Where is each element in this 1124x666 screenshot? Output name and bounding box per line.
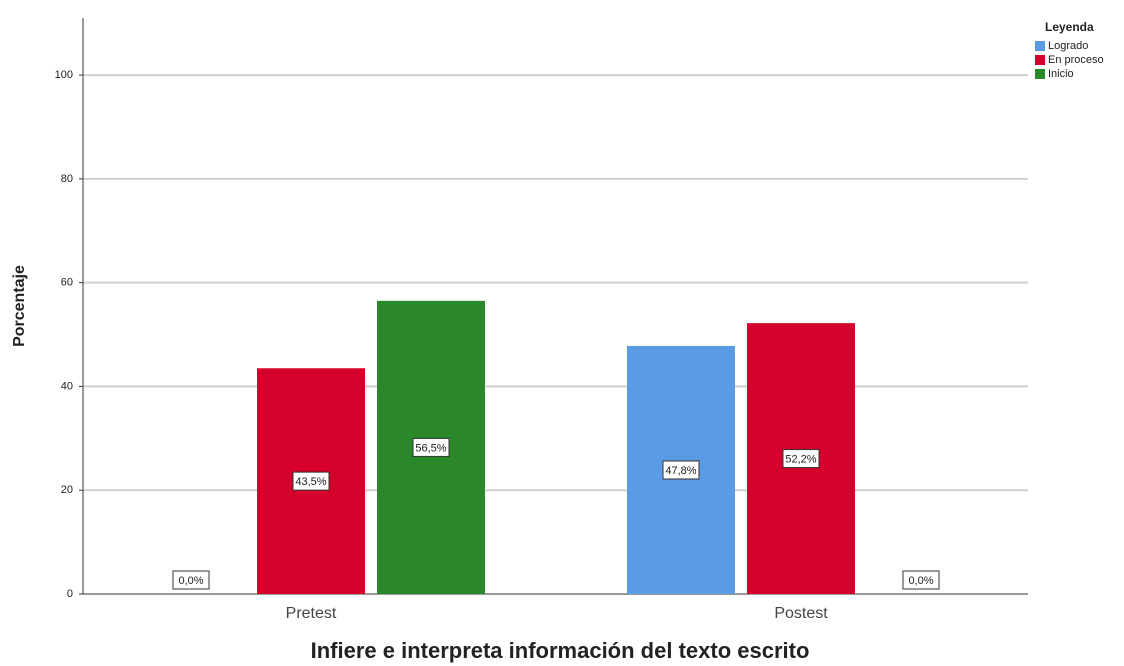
- value-label-box: [292, 471, 330, 491]
- x-axis-title: Infiere e interpreta información del tex…: [311, 638, 810, 663]
- y-tick-label: 100: [55, 69, 73, 81]
- legend-label: Logrado: [1048, 40, 1088, 52]
- legend-label: En proceso: [1048, 54, 1104, 66]
- y-tick-label: 60: [61, 277, 73, 289]
- value-label-box: [782, 449, 820, 469]
- legend-label: Inicio: [1048, 68, 1074, 80]
- value-label: 56,5%: [415, 442, 446, 454]
- x-tick-label: Pretest: [286, 605, 337, 622]
- value-label-box: [172, 570, 210, 590]
- value-label-box: [902, 570, 940, 590]
- value-label: 0,0%: [908, 575, 933, 587]
- legend-swatch: [1035, 69, 1045, 79]
- legend-swatch: [1035, 41, 1045, 51]
- y-tick-label: 0: [67, 588, 73, 600]
- value-label: 43,5%: [295, 476, 326, 488]
- value-label-box: [412, 437, 450, 457]
- y-axis-title: Porcentaje: [11, 265, 28, 347]
- x-tick-label: Postest: [774, 605, 828, 622]
- value-label: 52,2%: [785, 453, 816, 465]
- value-label: 0,0%: [178, 575, 203, 587]
- y-tick-label: 40: [61, 380, 73, 392]
- y-tick-label: 20: [61, 484, 73, 496]
- y-tick-label: 80: [61, 173, 73, 185]
- value-label: 47,8%: [665, 465, 696, 477]
- value-label-box: [662, 460, 700, 480]
- legend-swatch: [1035, 55, 1045, 65]
- legend-title: Leyenda: [1045, 20, 1094, 34]
